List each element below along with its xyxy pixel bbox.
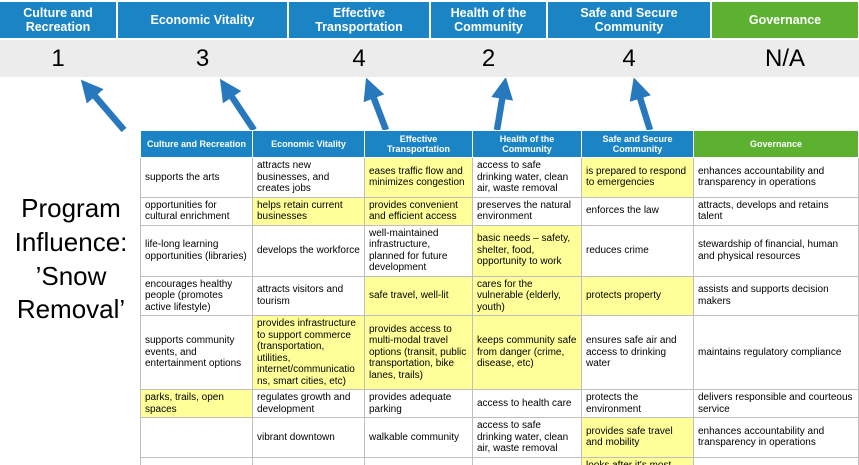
- column-header-safe-and-secure-community: Safe and Secure Community: [581, 130, 694, 158]
- table-cell: [252, 456, 365, 465]
- arrow-icon: [629, 78, 654, 131]
- influence-arrows: [80, 78, 654, 132]
- table-cell: well-maintained infrastructure, planned …: [364, 224, 473, 277]
- table-row: looks after it's most vulnerable: [140, 456, 859, 465]
- table-cell: access to health care: [472, 389, 582, 418]
- table-cell: [472, 456, 582, 465]
- column-header-culture-and-recreation: Culture and Recreation: [140, 130, 253, 158]
- table-row: encourages healthy people (promotes acti…: [140, 275, 859, 316]
- table-cell: supports community events, and entertain…: [140, 315, 253, 390]
- table-header-row: Culture and Recreation Economic Vitality…: [140, 130, 859, 158]
- score-health-of-the-community: 2: [481, 44, 496, 72]
- table-cell: cares for the vulnerable (elderly, youth…: [472, 275, 582, 316]
- table-cell: access to safe drinking water, clean air…: [472, 157, 582, 198]
- table-cell: protects property: [581, 275, 694, 316]
- table-cell: life-long learning opportunities (librar…: [140, 224, 253, 277]
- category-health-of-the-community: Health of the Community: [431, 2, 546, 38]
- table-cell: provides safe travel and mobility: [581, 417, 694, 458]
- score-strip: 1 3 4 2 4 N/A: [0, 40, 859, 77]
- table-cell: attracts, develops and retains talent: [693, 196, 859, 226]
- table-cell: opportunities for cultural enrichment: [140, 196, 253, 226]
- table-cell: provides convenient and efficient access: [364, 196, 473, 226]
- table-cell: parks, trails, open spaces: [140, 389, 253, 418]
- table-cell: preserves the natural environment: [472, 196, 582, 226]
- table-cell: develops the workforce: [252, 224, 365, 277]
- category-effective-transportation: Effective Transportation: [289, 2, 429, 38]
- table-cell: basic needs – safety, shelter, food, opp…: [472, 224, 582, 277]
- table-cell: enforces the law: [581, 196, 694, 226]
- program-title: Program Influence: ’Snow Removal’: [14, 193, 128, 325]
- category-header-row: Culture and Recreation Economic Vitality…: [0, 2, 859, 38]
- table-cell: assists and supports decision makers: [693, 275, 859, 316]
- table-row: vibrant downtown walkable community access…: [140, 417, 859, 458]
- table-cell: safe travel, well-lit: [364, 275, 473, 316]
- table-cell: [693, 456, 859, 465]
- column-header-effective-transportation: Effective Transportation: [364, 130, 473, 158]
- table-cell: eases traffic flow and minimizes congest…: [364, 157, 473, 198]
- table-row: supports community events, and entertain…: [140, 315, 859, 390]
- table-cell: encourages healthy people (promotes acti…: [140, 275, 253, 316]
- table-cell: is prepared to respond to emergencies: [581, 157, 694, 198]
- table-cell: delivers responsible and courteous servi…: [693, 389, 859, 418]
- category-safe-and-secure-community: Safe and Secure Community: [548, 2, 710, 38]
- table-cell: provides infrastructure to support comme…: [252, 315, 365, 390]
- table-cell: helps retain current businesses: [252, 196, 365, 226]
- table-cell: looks after it's most vulnerable: [581, 456, 694, 465]
- table-cell: walkable community: [364, 417, 473, 458]
- table-cell: [140, 456, 253, 465]
- column-header-governance: Governance: [693, 130, 859, 158]
- table-cell: regulates growth and development: [252, 389, 365, 418]
- score-economic-vitality: 3: [195, 44, 210, 72]
- category-culture-and-recreation: Culture and Recreation: [0, 2, 116, 38]
- table-cell: vibrant downtown: [252, 417, 365, 458]
- table-cell: stewardship of financial, human and phys…: [693, 224, 859, 277]
- score-culture-and-recreation: 1: [51, 44, 65, 72]
- table-cell: [364, 456, 473, 465]
- matrix-header: Culture and Recreation Economic Vitality…: [140, 130, 859, 158]
- category-governance: Governance: [712, 2, 858, 38]
- table-cell: maintains regulatory compliance: [693, 315, 859, 390]
- table-cell: reduces crime: [581, 224, 694, 277]
- table-cell: provides access to multi-modal travel op…: [364, 315, 473, 390]
- score-safe-and-secure-community: 4: [622, 44, 636, 72]
- arrow-icon: [363, 78, 390, 132]
- column-header-economic-vitality: Economic Vitality: [252, 130, 365, 158]
- table-cell: provides adequate parking: [364, 389, 473, 418]
- table-cell: supports the arts: [140, 157, 253, 198]
- table-row: parks, trails, open spaces regulates grow…: [140, 389, 859, 418]
- table-row: opportunities for cultural enrichment hel…: [140, 196, 859, 226]
- table-cell: attracts visitors and tourism: [252, 275, 365, 316]
- score-effective-transportation: 4: [352, 44, 366, 72]
- table-row: life-long learning opportunities (librar…: [140, 224, 859, 277]
- table-row: supports the arts attracts new businesses…: [140, 157, 859, 198]
- table-cell: access to safe drinking water, clean air…: [472, 417, 582, 458]
- table-cell: ensures safe air and access to drinking …: [581, 315, 694, 390]
- table-cell: enhances accountability and transparency…: [693, 417, 859, 458]
- category-economic-vitality: Economic Vitality: [118, 2, 287, 38]
- table-cell: attracts new businesses, and creates job…: [252, 157, 365, 198]
- matrix-body: supports the arts attracts new businesses…: [140, 157, 859, 465]
- table-cell: enhances accountability and transparency…: [693, 157, 859, 198]
- arrow-icon: [491, 78, 514, 131]
- arrow-icon: [219, 78, 257, 132]
- arrow-icon: [80, 79, 127, 132]
- score-governance: N/A: [764, 44, 805, 72]
- table-cell: [140, 417, 253, 458]
- column-header-health-of-the-community: Health of the Community: [472, 130, 582, 158]
- influence-matrix: Culture and Recreation Economic Vitality…: [140, 130, 859, 465]
- table-cell: protects the environment: [581, 389, 694, 418]
- table-cell: keeps community safe from danger (crime,…: [472, 315, 582, 390]
